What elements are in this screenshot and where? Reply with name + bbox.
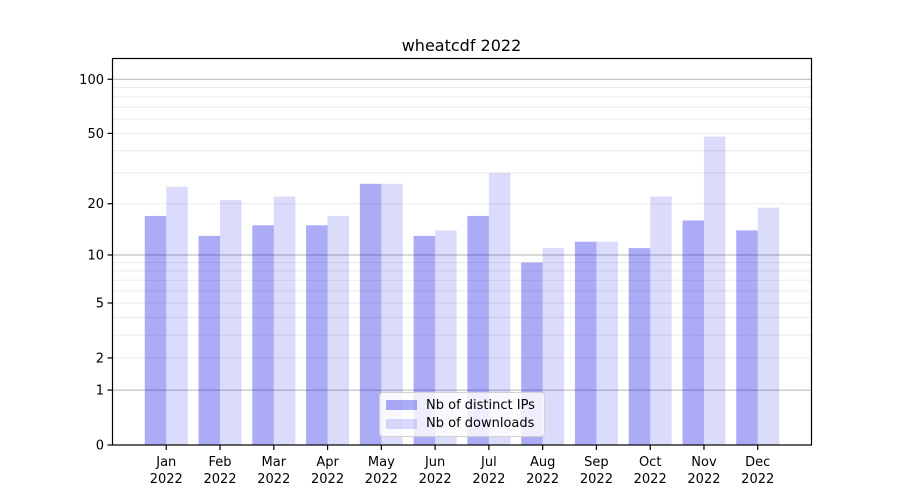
bar-downloads-may <box>381 183 403 445</box>
bar-downloads-sep <box>596 241 618 445</box>
x-tick-label-year: 2022 <box>203 472 236 487</box>
y-tick-label: 1 <box>96 384 104 399</box>
x-tick-label-month: Sep <box>584 455 609 470</box>
x-tick-label-year: 2022 <box>257 472 290 487</box>
x-tick-label-month: Nov <box>691 455 717 470</box>
x-tick-label-month: Jan <box>155 455 176 470</box>
x-tick-label-year: 2022 <box>634 472 667 487</box>
x-tick-label-month: Jul <box>480 455 497 470</box>
y-tick-label: 2 <box>96 351 104 366</box>
x-tick-label-month: Jun <box>424 455 445 470</box>
y-tick-label: 5 <box>96 297 104 312</box>
y-tick-label: 20 <box>87 197 104 212</box>
y-tick-label: 0 <box>96 439 104 454</box>
bar-distinct-ips-nov <box>682 220 704 445</box>
x-tick-label-year: 2022 <box>580 472 613 487</box>
bar-downloads-apr <box>327 215 350 445</box>
x-tick-label-month: May <box>368 455 395 470</box>
bar-distinct-ips-oct <box>628 248 651 445</box>
x-tick-label-year: 2022 <box>419 472 452 487</box>
x-tick-label-year: 2022 <box>150 472 183 487</box>
x-tick-label-month: Apr <box>316 455 339 470</box>
legend-swatch-distinct-ips <box>386 400 417 411</box>
x-tick-label-year: 2022 <box>526 472 559 487</box>
chart-title: wheatcdf 2022 <box>401 36 522 55</box>
bar-distinct-ips-may <box>359 183 382 445</box>
x-tick-label-month: Dec <box>745 455 770 470</box>
plot-border <box>111 57 813 446</box>
bar-downloads-oct <box>650 196 672 445</box>
y-tick-label: 10 <box>87 248 104 263</box>
bar-downloads-mar <box>273 196 296 445</box>
bar-distinct-ips-mar <box>252 225 274 445</box>
x-tick-label-month: Mar <box>262 455 287 470</box>
legend-swatch-downloads <box>386 418 417 429</box>
legend-label-downloads: Nb of downloads <box>426 416 535 432</box>
legend-label-distinct-ips: Nb of distinct IPs <box>426 397 535 413</box>
x-tick-label-year: 2022 <box>365 472 398 487</box>
bar-downloads-aug <box>542 248 565 445</box>
x-tick-label-month: Oct <box>639 455 661 470</box>
bar-downloads-jul <box>488 172 511 446</box>
bar-downloads-feb <box>220 200 242 445</box>
bar-distinct-ips-jul <box>467 215 489 445</box>
y-tick-label: 100 <box>79 73 104 88</box>
legend-row-distinct-ips: Nb of distinct IPs <box>386 397 538 414</box>
bar-distinct-ips-apr <box>306 225 328 445</box>
x-tick-label-year: 2022 <box>472 472 505 487</box>
x-tick-label-year: 2022 <box>741 472 774 487</box>
bar-distinct-ips-feb <box>198 235 221 445</box>
bar-distinct-ips-dec <box>736 230 758 445</box>
bar-downloads-dec <box>757 207 780 445</box>
bar-distinct-ips-sep <box>574 241 597 445</box>
x-tick-label-month: Feb <box>209 455 232 470</box>
bar-distinct-ips-jan <box>144 215 167 445</box>
bar-downloads-jan <box>166 186 188 446</box>
bar-downloads-jun <box>435 230 457 445</box>
bar-downloads-nov <box>703 136 726 445</box>
x-tick-label-year: 2022 <box>687 472 720 487</box>
legend: Nb of distinct IPs Nb of downloads <box>379 392 545 437</box>
y-tick-label: 50 <box>87 127 104 142</box>
x-tick-label-month: Aug <box>530 455 555 470</box>
x-tick-label-year: 2022 <box>311 472 344 487</box>
legend-row-downloads: Nb of downloads <box>386 415 538 432</box>
